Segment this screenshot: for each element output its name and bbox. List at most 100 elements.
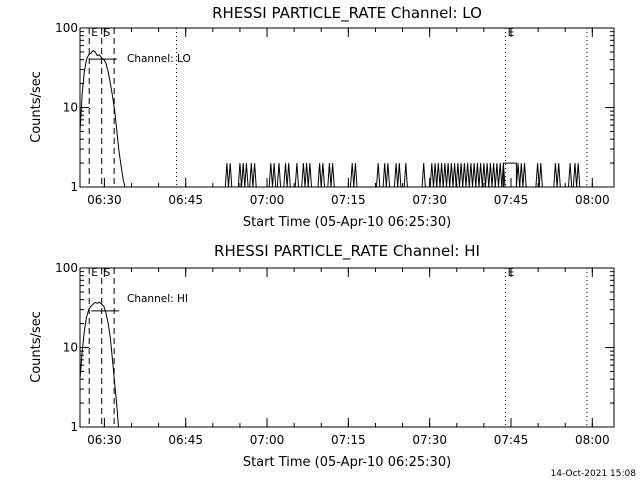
series-spike xyxy=(455,163,460,188)
series-spike xyxy=(385,163,391,188)
timestamp: 14-Oct-2021 15:08 xyxy=(551,469,637,479)
series-spike xyxy=(286,163,291,188)
y-tick-label: 100 xyxy=(55,261,78,275)
series-spike xyxy=(465,163,470,188)
panel-lo: RHESSI PARTICLE_RATE Channel: LO Start T… xyxy=(29,4,615,230)
series-spike xyxy=(494,163,499,188)
series-spike xyxy=(439,163,444,188)
series-spike xyxy=(317,163,322,188)
series-spike xyxy=(519,163,524,188)
series-spike xyxy=(268,163,273,188)
series-spike xyxy=(252,163,257,188)
event-marker-label: E xyxy=(508,267,515,279)
x-tick-label: 06:45 xyxy=(168,193,203,207)
x-tick-label: 07:00 xyxy=(250,433,285,447)
event-marker-label: E xyxy=(508,27,515,39)
y-axis-label: Counts/sec xyxy=(29,71,44,143)
series-spike xyxy=(421,163,426,188)
series-spike xyxy=(535,163,540,188)
x-tick-label: 06:30 xyxy=(87,433,122,447)
series-line xyxy=(79,301,119,428)
y-tick-label: 1 xyxy=(70,420,78,434)
series-spike xyxy=(468,163,473,188)
series-spike xyxy=(327,163,332,188)
series-spike xyxy=(320,163,325,188)
series-spike xyxy=(462,163,467,188)
series-spike xyxy=(515,163,521,188)
y-tick-label: 1 xyxy=(70,180,78,194)
y-axis-label: Counts/sec xyxy=(29,311,44,383)
x-tick-label: 07:15 xyxy=(331,193,366,207)
series-spike xyxy=(522,163,527,188)
series-spike xyxy=(538,163,543,188)
series-spike xyxy=(459,163,464,188)
x-tick-label: 07:30 xyxy=(412,433,447,447)
series-spike xyxy=(433,163,438,188)
series-spike xyxy=(436,163,441,188)
x-tick-label: 07:00 xyxy=(250,193,285,207)
x-tick-label: 07:30 xyxy=(412,193,447,207)
panel-hi: RHESSI PARTICLE_RATE Channel: HI Start T… xyxy=(29,242,615,470)
series-spike xyxy=(553,163,558,188)
x-tick-label: 06:45 xyxy=(168,433,203,447)
x-tick-label: 06:30 xyxy=(87,193,122,207)
series-spike xyxy=(572,163,578,188)
x-tick-label: 07:15 xyxy=(331,433,366,447)
series-spike xyxy=(353,163,358,188)
series-spike xyxy=(241,163,246,188)
series-spike xyxy=(442,163,447,188)
series-spike xyxy=(449,163,454,188)
series-spike xyxy=(237,163,243,188)
series-spike xyxy=(472,163,477,188)
series-spike xyxy=(393,163,399,188)
x-tick-label: 07:45 xyxy=(494,433,529,447)
series-spike xyxy=(350,163,355,188)
plot-frame xyxy=(79,267,615,428)
event-marker-label: E xyxy=(91,267,98,279)
series-spike xyxy=(307,163,312,188)
series-spike xyxy=(481,163,486,188)
series-spike xyxy=(382,163,387,188)
series-spike xyxy=(276,163,282,188)
event-marker-label: E xyxy=(91,27,98,39)
series-spike xyxy=(330,163,335,188)
series-spike xyxy=(304,163,309,188)
series-spike xyxy=(452,163,457,188)
x-tick-label: 08:00 xyxy=(575,193,610,207)
series-spike xyxy=(397,163,402,188)
x-axis-label: Start Time (05-Apr-10 06:25:30) xyxy=(243,455,451,470)
plot-frame xyxy=(79,27,615,188)
series-spike xyxy=(376,163,381,188)
series-spike xyxy=(485,163,490,188)
event-marker-label: S xyxy=(104,267,111,279)
series-spike xyxy=(488,163,493,188)
series-spike xyxy=(576,163,581,188)
y-tick-label: 10 xyxy=(63,101,78,115)
x-axis-label: Start Time (05-Apr-10 06:25:30) xyxy=(243,215,451,230)
chart-title: RHESSI PARTICLE_RATE Channel: HI xyxy=(214,242,480,261)
series-plateau xyxy=(502,162,517,187)
series-spike xyxy=(272,163,277,188)
series-spike xyxy=(228,163,233,188)
series-label: Channel: LO xyxy=(127,53,191,65)
series-spike xyxy=(446,163,451,188)
series-spike xyxy=(429,163,434,188)
series-line xyxy=(79,49,126,188)
series-spike xyxy=(301,163,306,188)
series-spike xyxy=(478,163,483,188)
event-marker-label: S xyxy=(104,27,111,39)
series-spike xyxy=(475,163,480,188)
y-tick-label: 100 xyxy=(55,21,78,35)
series-spike xyxy=(249,163,254,188)
series-spike xyxy=(294,163,299,188)
series-spike xyxy=(224,163,229,188)
series-spike xyxy=(244,163,249,188)
series-spike xyxy=(283,163,288,188)
series-spike xyxy=(556,163,561,188)
series-spike xyxy=(568,163,573,188)
y-tick-label: 10 xyxy=(63,341,78,355)
series-label: Channel: HI xyxy=(127,293,188,305)
chart-title: RHESSI PARTICLE_RATE Channel: LO xyxy=(212,4,482,23)
x-tick-label: 08:00 xyxy=(575,433,610,447)
